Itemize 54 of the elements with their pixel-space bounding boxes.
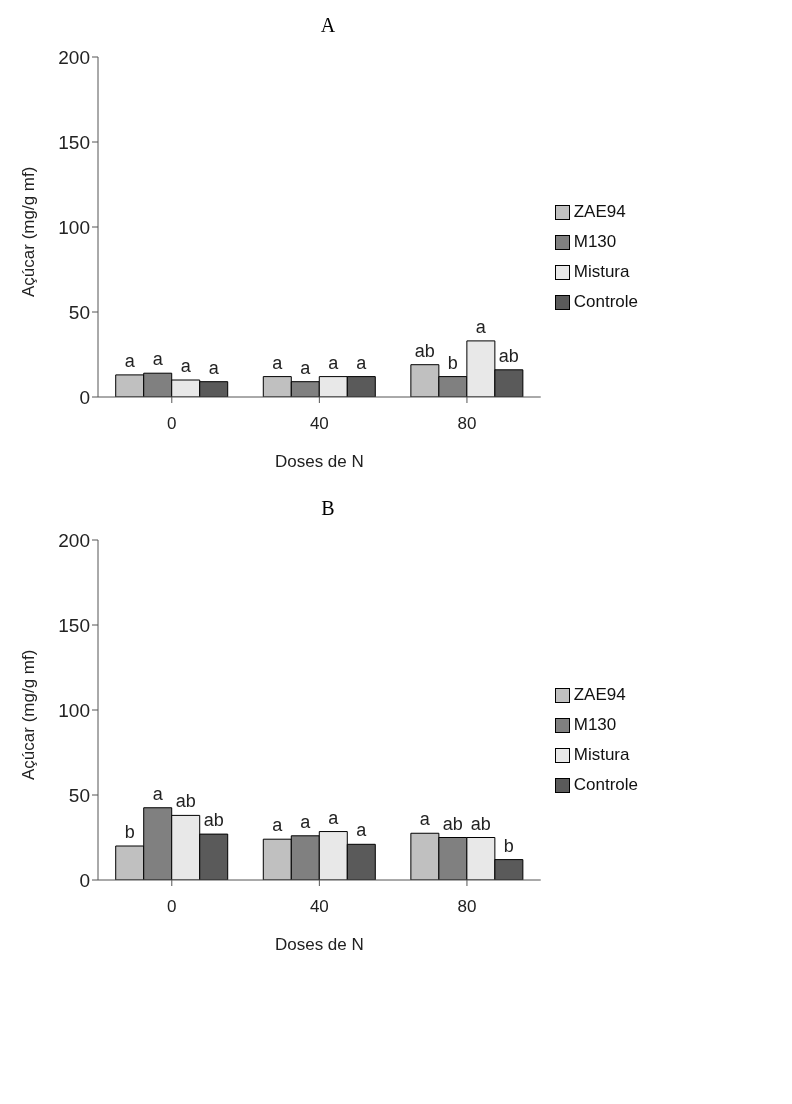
legend-label: ZAE94 <box>573 202 626 222</box>
y-axis-title: Açúcar (mg/g mf) <box>19 649 39 780</box>
legend-label: ZAE94 <box>573 685 626 705</box>
data-label: a <box>356 820 368 841</box>
data-label: ab <box>203 810 224 831</box>
legend-label: M130 <box>573 715 617 735</box>
data-label: a <box>328 807 340 828</box>
data-label: b <box>447 352 458 373</box>
chart-title: A <box>319 14 337 37</box>
y-tick-label: 200 <box>58 529 90 551</box>
legend-label: M130 <box>573 232 617 252</box>
data-label: a <box>272 352 284 373</box>
y-tick-label: 100 <box>58 216 90 238</box>
y-axis-title: Açúcar (mg/g mf) <box>19 166 39 297</box>
data-label: ab <box>442 813 463 834</box>
y-tick-label: 0 <box>79 386 90 408</box>
legend-label: Mistura <box>573 745 630 765</box>
x-tick-label: 80 <box>457 414 477 434</box>
y-tick-label: 50 <box>68 301 90 323</box>
legend-label: Controle <box>573 775 638 795</box>
data-label: a <box>124 350 136 371</box>
data-label: a <box>300 811 312 832</box>
data-label: ab <box>175 791 196 812</box>
data-label: a <box>208 357 220 378</box>
data-label: a <box>180 356 192 376</box>
data-label: a <box>152 783 164 804</box>
x-tick-label: 40 <box>309 414 329 434</box>
data-label: ab <box>470 813 491 834</box>
x-axis-title: Doses de N <box>274 935 364 954</box>
data-label: a <box>300 357 312 378</box>
y-tick-label: 200 <box>58 46 90 68</box>
x-axis-title: Doses de N <box>274 452 364 471</box>
data-label: a <box>328 352 340 373</box>
data-label: a <box>419 809 431 830</box>
data-label: a <box>152 349 164 370</box>
y-tick-label: 0 <box>79 869 90 891</box>
data-label: a <box>356 352 368 373</box>
legend-label: Mistura <box>573 262 630 282</box>
x-tick-label: 0 <box>167 897 177 917</box>
y-tick-label: 100 <box>58 699 90 721</box>
y-tick-label: 150 <box>58 614 90 636</box>
x-tick-label: 80 <box>457 897 477 917</box>
data-label: ab <box>498 345 519 366</box>
chart-title: B <box>320 497 336 520</box>
data-label: a <box>475 316 487 337</box>
data-label: b <box>124 822 135 842</box>
x-tick-label: 40 <box>309 897 329 917</box>
y-tick-label: 150 <box>58 131 90 153</box>
x-tick-label: 0 <box>167 414 177 434</box>
y-tick-label: 50 <box>68 784 90 806</box>
data-label: ab <box>414 340 435 361</box>
legend-label: Controle <box>573 292 638 312</box>
data-label: b <box>503 835 514 856</box>
data-label: a <box>272 815 284 836</box>
